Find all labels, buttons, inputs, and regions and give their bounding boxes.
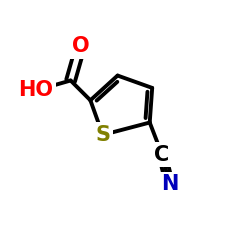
- Text: N: N: [161, 174, 178, 194]
- Text: HO: HO: [18, 80, 54, 100]
- Text: C: C: [154, 145, 170, 165]
- Text: O: O: [72, 36, 89, 56]
- Text: S: S: [95, 125, 110, 145]
